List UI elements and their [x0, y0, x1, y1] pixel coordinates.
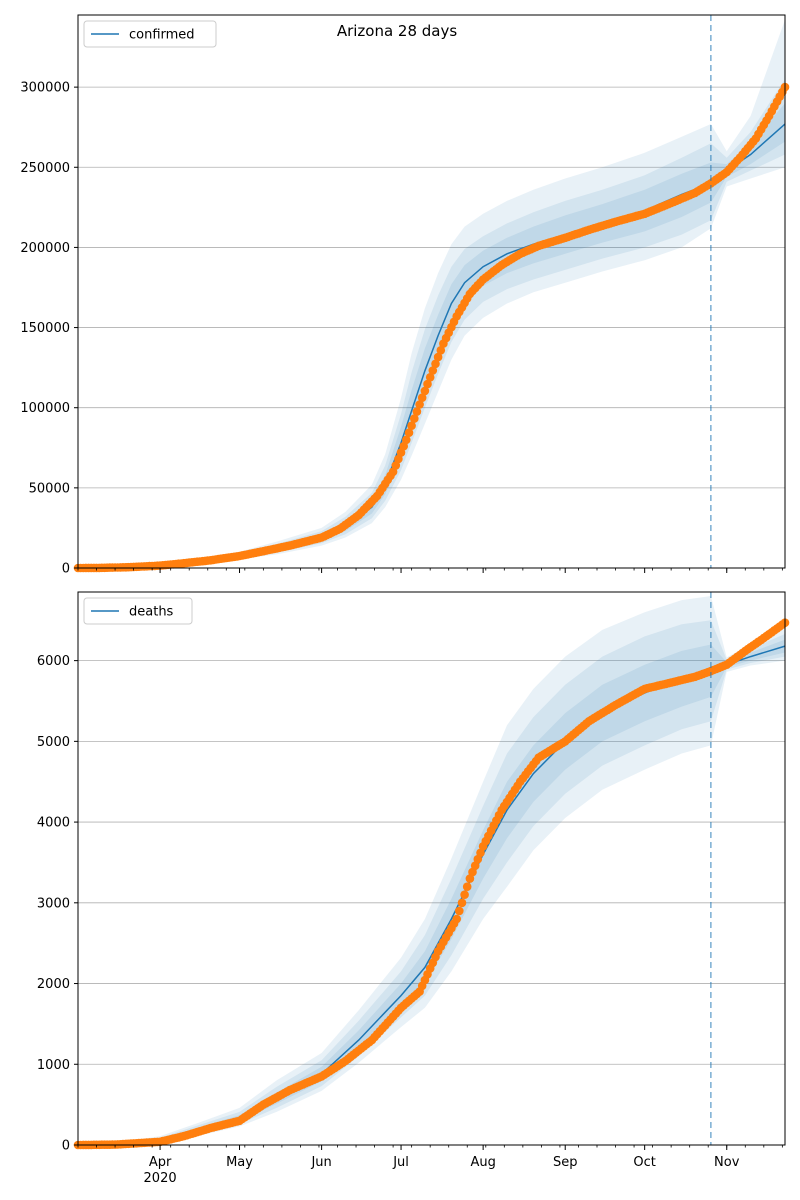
- observed-point: [420, 386, 430, 396]
- y-tick-label: 1000: [37, 1058, 70, 1073]
- middle-interval-band: [78, 79, 785, 568]
- y-tick-label: 5000: [37, 735, 70, 750]
- observed-point: [433, 352, 443, 362]
- observed-point: [407, 421, 416, 431]
- axes-frame: [77, 591, 786, 1146]
- y-tick-label: 6000: [37, 654, 70, 669]
- observed-point: [457, 898, 467, 908]
- confirmed-panel: 0 50000 100000 150000 200000 250000 300000 conf…: [20, 14, 790, 577]
- observed-point: [460, 890, 469, 899]
- figure-title: Arizona 28 days: [337, 22, 458, 40]
- y-tick-label: 4000: [37, 816, 70, 831]
- y-tick-label: 2000: [37, 977, 70, 992]
- x-tick-label: Apr: [149, 1155, 172, 1170]
- x-tick-label: Aug: [470, 1155, 495, 1170]
- middle-interval-band: [78, 620, 785, 1145]
- y-tick-label: 50000: [29, 481, 70, 496]
- observed-point: [428, 366, 438, 375]
- observed-point: [455, 906, 464, 916]
- axes-frame: [77, 14, 786, 569]
- observed-point: [410, 414, 419, 423]
- observed-point: [415, 400, 424, 409]
- observed-series: [73, 618, 790, 1150]
- y-tick-label: 3000: [37, 896, 70, 911]
- x-tick-label: May: [226, 1155, 253, 1170]
- y-tick-label: 200000: [20, 241, 70, 256]
- inner-interval-band: [78, 103, 785, 568]
- x-tick-label: Jul: [392, 1155, 409, 1170]
- x-tick-label: Nov: [714, 1155, 740, 1170]
- observed-point: [462, 882, 472, 891]
- observed-point: [452, 914, 462, 924]
- observed-point: [402, 435, 411, 445]
- legend: confirmed: [83, 20, 217, 48]
- observed-point: [465, 874, 475, 883]
- observed-point: [436, 346, 446, 355]
- y-tick-label: 150000: [20, 321, 70, 336]
- inner-interval-band: [78, 639, 785, 1145]
- observed-point: [417, 393, 427, 403]
- outer-interval-band: [78, 19, 785, 569]
- legend-label: deaths: [129, 605, 174, 620]
- y-tick-label: 0: [62, 562, 70, 577]
- observed-point: [404, 428, 414, 438]
- observed-point: [470, 861, 480, 870]
- x-tick-label: Oct: [633, 1155, 655, 1170]
- legend-label: confirmed: [129, 28, 195, 43]
- observed-point: [476, 848, 485, 858]
- outer-interval-band: [78, 596, 785, 1145]
- y-tick-label: 100000: [20, 401, 70, 416]
- y-tick-label: 250000: [20, 161, 70, 176]
- legend-box: [83, 20, 217, 48]
- legend: deaths: [83, 597, 193, 625]
- x-tick-year-label: 2020: [144, 1171, 177, 1186]
- y-tick-label: 300000: [20, 81, 70, 96]
- observed-point: [431, 359, 440, 369]
- legend-box: [83, 597, 193, 625]
- x-tick-label: Sep: [553, 1155, 578, 1170]
- x-tick-label: Jun: [310, 1155, 331, 1170]
- observed-point: [423, 379, 432, 389]
- y-tick-label: 0: [62, 1139, 70, 1154]
- observed-point: [425, 373, 435, 382]
- observed-point: [412, 407, 422, 416]
